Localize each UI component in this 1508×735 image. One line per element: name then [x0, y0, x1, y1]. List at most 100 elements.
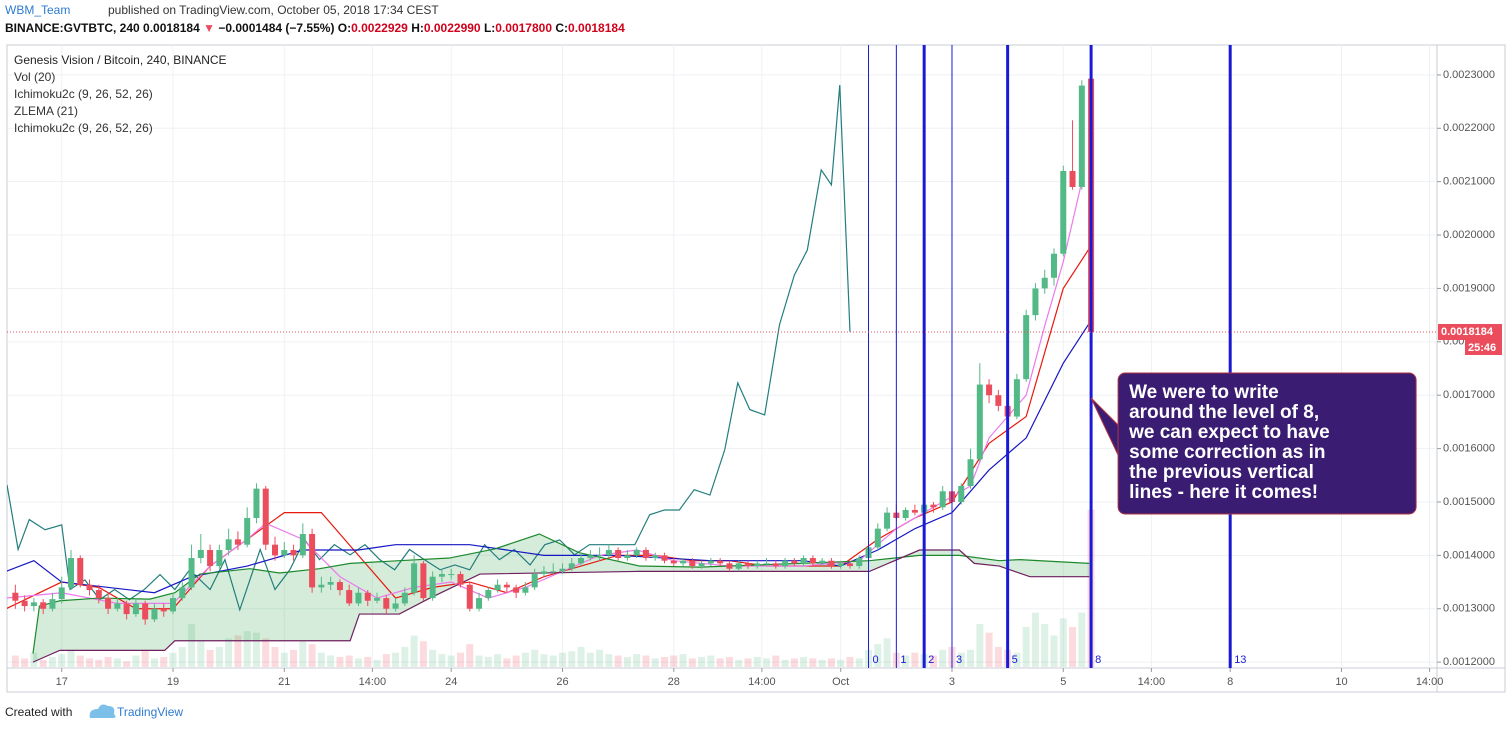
candle-body [253, 488, 260, 518]
volume-bar [781, 659, 789, 667]
callout-box [1117, 372, 1417, 515]
volume-bar [540, 654, 548, 667]
volume-bar [688, 658, 696, 667]
x-tick-label: 10 [1335, 676, 1347, 688]
candle-body [513, 587, 520, 593]
candle-body [179, 587, 186, 599]
o-value: 0.0022929 [351, 21, 408, 35]
h-value: 0.0022990 [424, 21, 481, 35]
volume-bar [327, 655, 335, 667]
volume-bar [188, 624, 196, 667]
candle-body [225, 539, 232, 551]
volume-bar [58, 654, 66, 667]
x-tick-label: 21 [278, 676, 290, 688]
countdown-tag [1465, 339, 1502, 355]
candle-body [420, 563, 427, 599]
indicator-line [7, 320, 1092, 594]
candle-body [717, 560, 724, 564]
legend-entry: Ichimoku2c (9, 26, 52, 26) [14, 121, 153, 135]
x-tick-label: 24 [445, 676, 457, 688]
candle-body [40, 602, 47, 609]
footer-created: Created with [5, 705, 72, 719]
candle-body [392, 603, 399, 609]
x-tick-label: 28 [668, 676, 680, 688]
y-tick-label: 0.0020000 [1443, 229, 1495, 241]
volume-bar [911, 652, 919, 667]
volume-bar [271, 646, 279, 667]
candle-body [86, 584, 93, 591]
fib-zone-label: 2 [928, 654, 934, 666]
candle-body [49, 599, 56, 609]
candle-body [837, 563, 844, 567]
candle-body [550, 571, 557, 573]
candle-body [587, 555, 594, 559]
volume-bar [651, 658, 659, 667]
down-arrow: ▼ [203, 21, 215, 35]
volume-bar [345, 655, 353, 667]
candle-body [689, 560, 696, 567]
volume-bar [679, 654, 687, 667]
volume-bar [150, 658, 158, 667]
volume-bar [141, 649, 149, 667]
last-price-tag [1438, 323, 1502, 340]
volume-bar [614, 655, 622, 667]
candle-body [670, 560, 677, 564]
candle-body [846, 563, 853, 567]
candle-body [58, 587, 65, 600]
candle-body [281, 550, 288, 556]
volume-bar [763, 658, 771, 667]
fib-zone-label: 0 [873, 654, 879, 666]
volume-bar [373, 659, 381, 667]
volume-bar [744, 658, 752, 667]
candle-body [772, 563, 779, 567]
callout-text: some correction as in [1129, 442, 1325, 463]
candle-body [151, 608, 158, 620]
volume-bar [336, 656, 344, 667]
candle-body [216, 550, 223, 567]
volume-bar [549, 655, 557, 667]
callout-tail [1090, 397, 1119, 456]
candle-body [1041, 277, 1048, 289]
candle-body [290, 550, 297, 556]
volume-bar [827, 658, 835, 667]
volume-bar [234, 635, 242, 667]
y-tick-label: 0.0015000 [1443, 496, 1495, 508]
volume-bar [725, 656, 733, 667]
candle-body [819, 560, 826, 564]
l-value: 0.0017800 [495, 21, 552, 35]
candle-body [234, 539, 241, 545]
volume-bar [317, 652, 325, 667]
candle-body [726, 563, 733, 569]
volume-bar [531, 649, 539, 667]
volume-bar [929, 655, 937, 667]
volume-bar [1022, 626, 1030, 667]
volume-bar [1013, 652, 1021, 667]
volume-bar [1031, 612, 1039, 667]
candle-body [522, 587, 529, 593]
footer-brand[interactable]: TradingView [117, 705, 183, 719]
candle-body [1023, 315, 1030, 380]
candle-body [902, 509, 909, 518]
volume-bar [623, 656, 631, 667]
candle-body [735, 563, 742, 569]
candle-body [30, 602, 37, 607]
candle-body [374, 598, 381, 601]
volume-bar [30, 652, 38, 667]
volume-bar [753, 656, 761, 667]
volume-bar [707, 655, 715, 667]
candle-body [884, 512, 891, 529]
candle-body [411, 563, 418, 593]
candle-body [911, 509, 918, 513]
candle-body [503, 584, 510, 588]
candle-body [856, 558, 863, 567]
candle-body [800, 558, 807, 564]
indicator-line [32, 533, 1090, 654]
candle-body [21, 600, 28, 607]
author-link[interactable]: WBM_Team [5, 3, 70, 17]
candle-body [995, 395, 1002, 406]
volume-bar [299, 641, 307, 667]
candle-body [309, 534, 316, 588]
candle-body [401, 592, 408, 604]
volume-bar [568, 651, 576, 667]
volume-bar [132, 655, 140, 667]
